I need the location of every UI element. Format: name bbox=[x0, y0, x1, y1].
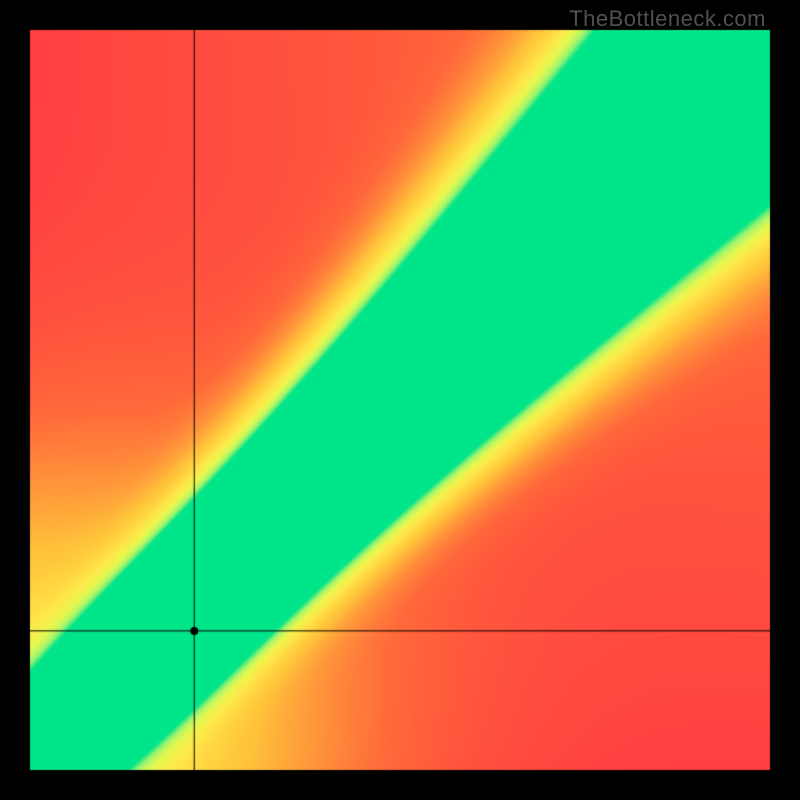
bottleneck-heatmap bbox=[0, 0, 800, 800]
watermark-text: TheBottleneck.com bbox=[569, 6, 766, 32]
chart-container: TheBottleneck.com bbox=[0, 0, 800, 800]
